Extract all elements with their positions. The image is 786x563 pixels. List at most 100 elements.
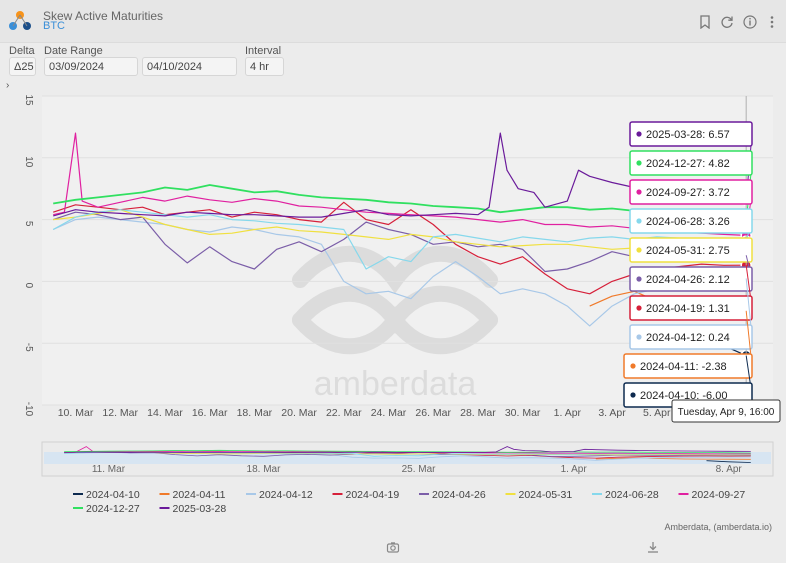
label-box (629, 237, 753, 263)
label-box (629, 295, 753, 321)
label-text: 2025-03-28: 6.57 (646, 129, 730, 141)
time-tooltip-text: Tuesday, Apr 9, 16:00 (678, 407, 775, 418)
download-icon[interactable] (646, 540, 660, 554)
watermark-logo: amberdata (292, 245, 498, 403)
label-dot (636, 218, 642, 224)
navigator-tick-label: 18. Mar (247, 464, 282, 475)
label-text: 2024-12-27: 4.82 (646, 158, 730, 170)
legend-label: 2024-04-26 (432, 489, 486, 501)
label-text: 2024-09-27: 3.72 (646, 187, 730, 199)
watermark-text: amberdata (314, 365, 477, 403)
label-text: 2024-04-10: -6.00 (640, 390, 727, 402)
time-tooltip: Tuesday, Apr 9, 16:00 (671, 399, 781, 423)
more-options-icon[interactable] (765, 15, 779, 29)
x-tick-label: 1. Apr (554, 407, 582, 419)
y-tick-label: 5 (23, 221, 34, 227)
legend-item-2024-04-11[interactable]: 2024-04-11 (159, 489, 226, 501)
legend-label: 2024-05-31 (519, 489, 573, 501)
x-tick-label: 22. Mar (326, 407, 362, 419)
label-dot (636, 131, 642, 137)
legend-label: 2024-04-10 (86, 489, 140, 501)
label-dot (636, 334, 642, 340)
navigator-tick-label: 25. Mar (402, 464, 437, 475)
navigator-tick-label: 11. Mar (92, 464, 126, 475)
legend-item-2024-04-26[interactable]: 2024-04-26 (419, 489, 486, 501)
header-bar: Skew Active Maturities BTC (0, 0, 786, 43)
y-tick-label: 10 (23, 156, 34, 168)
interval-select[interactable]: 4 hr (245, 57, 284, 76)
navigator-line-2025-03-28 (64, 446, 751, 453)
start-date-input[interactable]: 03/09/2024 (44, 57, 138, 76)
label-box (629, 266, 753, 292)
x-tick-label: 16. Mar (192, 407, 228, 419)
refresh-icon[interactable] (720, 15, 734, 29)
value-label-2024-04-11: 2024-04-11: -2.38 (623, 310, 753, 379)
legend-item-2024-04-19[interactable]: 2024-04-19 (332, 489, 400, 501)
label-text: 2024-04-11: -2.38 (640, 361, 727, 373)
legend-label: 2024-04-19 (346, 489, 400, 501)
delta-label: Delta (9, 45, 35, 57)
navigator-line-2024-04-10 (706, 460, 751, 463)
legend-label: 2024-06-28 (605, 489, 659, 501)
legend-label: 2024-04-12 (259, 489, 313, 501)
legend-item-2025-03-28[interactable]: 2025-03-28 (159, 503, 227, 515)
label-dot (636, 305, 642, 311)
x-tick-label: 3. Apr (598, 407, 626, 419)
label-dot (636, 160, 642, 166)
legend-item-2024-05-31[interactable]: 2024-05-31 (505, 489, 573, 501)
delta-select[interactable]: Δ25 (9, 57, 36, 76)
series-line-2025-03-28[interactable] (53, 132, 747, 218)
label-dot (630, 392, 636, 398)
value-label-2024-04-26: 2024-04-26: 2.12 (629, 255, 753, 292)
x-tick-label: 30. Mar (505, 407, 541, 419)
camera-icon[interactable] (386, 540, 400, 554)
label-text: 2024-04-19: 1.31 (646, 303, 730, 315)
legend-item-2024-12-27[interactable]: 2024-12-27 (73, 503, 140, 515)
x-tick-label: 20. Mar (281, 407, 317, 419)
x-tick-label: 26. Mar (415, 407, 451, 419)
x-tick-label: 5. Apr (643, 407, 671, 419)
date-range-label: Date Range (44, 45, 103, 57)
label-text: 2024-04-12: 0.24 (646, 332, 730, 344)
navigator-line-2024-12-27 (64, 449, 751, 454)
label-text: 2024-06-28: 3.26 (646, 216, 730, 228)
navigator-line-2024-05-31 (64, 451, 751, 456)
label-text: 2024-04-26: 2.12 (646, 274, 730, 286)
navigator-line-2024-04-11 (595, 457, 751, 460)
legend-item-2024-04-12[interactable]: 2024-04-12 (246, 489, 313, 501)
value-label-2024-05-31: 2024-05-31: 2.75 (629, 237, 753, 263)
y-tick-label: 15 (23, 94, 34, 106)
legend-label: 2024-09-27 (692, 489, 746, 501)
navigator-tick-label: 8. Apr (716, 464, 743, 475)
info-icon[interactable] (743, 15, 757, 29)
label-box (629, 121, 753, 147)
label-text: 2024-05-31: 2.75 (646, 245, 730, 257)
amberdata-logo-icon (9, 11, 31, 30)
x-tick-label: 10. Mar (58, 407, 94, 419)
value-label-2024-12-27: 2024-12-27: 4.82 (629, 150, 753, 222)
legend-item-2024-06-28[interactable]: 2024-06-28 (592, 489, 659, 501)
legend-label: 2024-04-11 (173, 489, 226, 501)
value-label-2024-06-28: 2024-06-28: 3.26 (629, 208, 753, 242)
x-tick-label: 14. Mar (147, 407, 183, 419)
legend-item-2024-09-27[interactable]: 2024-09-27 (678, 489, 746, 501)
legend-label: 2025-03-28 (173, 503, 227, 515)
label-dot (636, 276, 642, 282)
legend-label: 2024-12-27 (86, 503, 140, 515)
bookmark-icon[interactable] (698, 15, 712, 29)
y-tick-label: -10 (23, 402, 34, 417)
x-tick-label: 12. Mar (102, 407, 138, 419)
x-tick-label: 18. Mar (237, 407, 273, 419)
expand-chevron-icon[interactable]: › (6, 80, 10, 91)
y-tick-label: -5 (23, 343, 34, 352)
x-tick-label: 24. Mar (371, 407, 407, 419)
page-title: Skew Active Maturities (43, 9, 164, 23)
end-date-input[interactable]: 04/10/2024 (142, 57, 237, 76)
page-subtitle: BTC (43, 20, 65, 32)
label-box (629, 324, 753, 350)
value-label-2024-04-19: 2024-04-19: 1.31 (629, 265, 753, 321)
legend-item-2024-04-10[interactable]: 2024-04-10 (73, 489, 140, 501)
label-dot (630, 363, 636, 369)
